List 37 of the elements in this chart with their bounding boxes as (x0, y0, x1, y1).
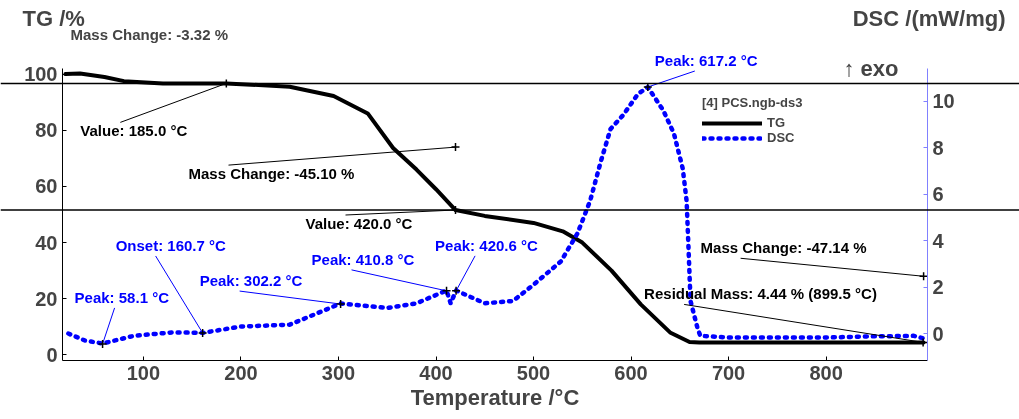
y-tick-label: 80 (35, 119, 58, 142)
annotation: Value: 420.0 °C (305, 215, 413, 233)
annotation: Residual Mass: 4.44 % (899.5 °C) (644, 285, 877, 303)
y2-tick-label: 4 (932, 229, 945, 252)
legend-title: [4] PCS.ngb-ds3 (702, 95, 803, 110)
x-tick-label: 600 (614, 361, 648, 384)
annotation: Peak: 420.6 °C (435, 236, 538, 254)
x-axis-title: Temperature /°C (410, 384, 580, 410)
annotation: Mass Change: -45.10 % (188, 165, 355, 183)
x-tick-label: 700 (711, 361, 746, 384)
y-tick-label: 0 (46, 343, 58, 366)
x-tick-label: 300 (321, 361, 356, 384)
y2-tick-label: 6 (932, 183, 944, 206)
annotation: Peak: 58.1 °C (74, 288, 170, 306)
y-tick-label: 20 (35, 287, 58, 310)
x-tick-label: 800 (809, 361, 843, 384)
x-tick-label: 100 (126, 361, 161, 384)
legend-label: DSC (767, 130, 795, 145)
annotation: Peak: 302.2 °C (199, 272, 303, 290)
y2-tick-label: 10 (932, 90, 955, 113)
x-tick-label: 400 (419, 361, 453, 384)
legend-label: TG (767, 115, 787, 130)
annotation: Peak: 410.8 °C (311, 250, 415, 268)
annotation: Onset: 160.7 °C (115, 236, 227, 254)
annotation: Peak: 617.2 °C (654, 52, 758, 70)
y-tick-label: 60 (35, 175, 58, 198)
annotation: Mass Change: -47.14 % (700, 239, 867, 257)
y2-tick-label: 2 (932, 276, 944, 299)
y-tick-label: 100 (24, 63, 58, 86)
annotation: Value: 185.0 °C (80, 122, 188, 140)
y2-tick-label: 8 (932, 136, 944, 159)
y-tick-label: 40 (35, 231, 58, 254)
x-tick-label: 200 (224, 361, 258, 384)
x-tick-label: 500 (516, 361, 551, 384)
annotation: ↑ exo (843, 55, 899, 81)
y2-axis-title: DSC /(mW/mg) (852, 5, 1006, 31)
y2-tick-label: 0 (932, 322, 944, 345)
